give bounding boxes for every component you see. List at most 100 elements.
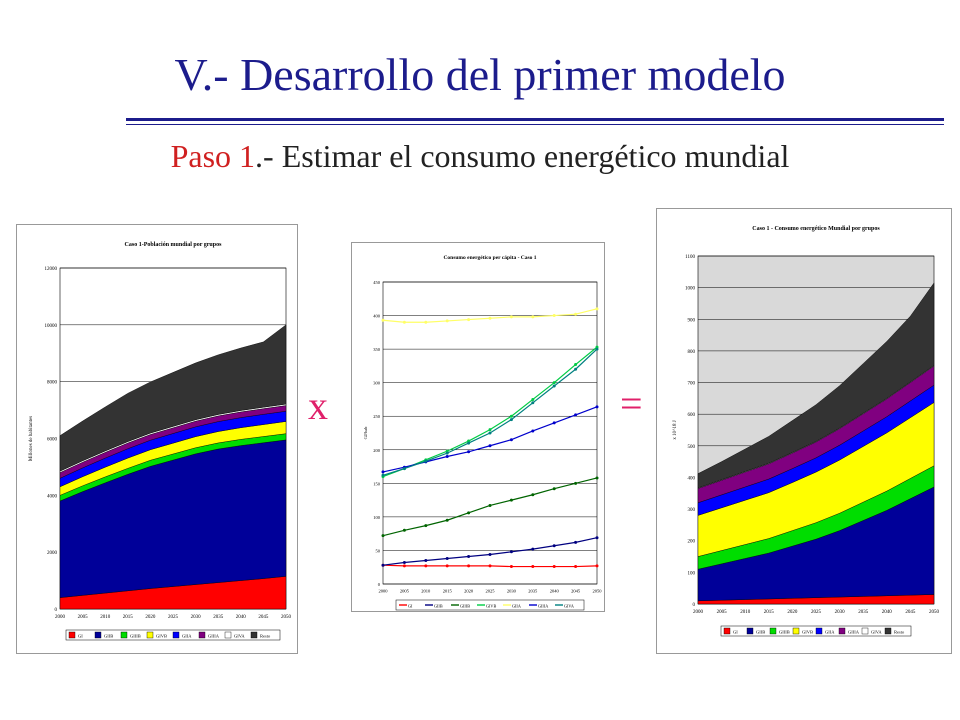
area-resto [697, 282, 935, 489]
point-giiia [595, 405, 599, 409]
y-tick-label: 1100 [685, 255, 695, 260]
point-givb [552, 381, 556, 385]
legend-swatch-givb [792, 627, 800, 635]
x-tick-label: 2030 [835, 610, 846, 615]
x-tick-label: 2015 [764, 610, 775, 615]
y-tick-label: 0 [693, 603, 696, 608]
legend-label-giiia: GIIIA [538, 604, 548, 609]
legend-box [395, 599, 585, 611]
point-giia [424, 320, 428, 324]
chart-title: Caso 1 - Consumo energético Mundial por … [752, 226, 880, 232]
point-giia [402, 320, 406, 324]
world-energy-panel: Caso 1 - Consumo energético Mundial por … [656, 208, 952, 654]
chart-title: Consumo energético per cápita - Caso 1 [443, 255, 536, 261]
point-giib [445, 556, 449, 560]
x-tick-label: 2000 [693, 610, 704, 615]
point-giva [531, 401, 535, 405]
legend-label-giib: GIIB [434, 604, 443, 609]
point-givb [531, 397, 535, 401]
x-tick-label: 2045 [571, 589, 581, 594]
point-giia [509, 315, 513, 319]
point-gi [488, 564, 492, 568]
point-giva [424, 459, 428, 463]
y-axis-label: x 10^18 J [673, 420, 678, 439]
point-giib [402, 561, 406, 565]
y-tick-label: 0 [55, 608, 58, 613]
point-giva [445, 451, 449, 455]
legend-swatch-gi [723, 627, 731, 635]
point-giiia [509, 438, 513, 442]
y-tick-label: 900 [688, 318, 696, 323]
y-tick-label: 8000 [47, 381, 58, 386]
point-giia [467, 318, 471, 322]
point-giva [488, 431, 492, 435]
y-tick-label: 200 [688, 540, 696, 545]
legend-swatch-giva [224, 631, 232, 639]
legend-label-giiia: GIIIA [848, 630, 860, 635]
point-givb [509, 414, 513, 418]
point-giiia [574, 413, 578, 417]
x-tick-label: 2010 [100, 615, 111, 620]
point-giib [509, 550, 513, 554]
multiply-operator: x [308, 383, 328, 428]
point-giva [509, 418, 513, 422]
legend-label-resto: Resto [260, 634, 271, 639]
x-tick-label: 2035 [528, 589, 538, 594]
point-gi [574, 565, 578, 569]
point-giiib [531, 493, 535, 497]
x-tick-label: 2050 [593, 589, 603, 594]
subtitle-step: Paso 1 [170, 138, 256, 174]
legend-label-givb: GIVB [486, 604, 496, 609]
point-giiib [552, 487, 556, 491]
point-giiia [381, 470, 385, 474]
x-tick-label: 2000 [55, 615, 66, 620]
point-giva [595, 347, 599, 351]
legend-swatch-giiia [198, 631, 206, 639]
legend-swatch-giib [746, 627, 754, 635]
legend-label-giia: GIIA [512, 604, 521, 609]
point-giiia [467, 450, 471, 454]
point-giib [531, 547, 535, 551]
point-giiib [574, 481, 578, 485]
legend-swatch-resto [884, 627, 892, 635]
x-tick-label: 2030 [507, 589, 517, 594]
point-giib [595, 536, 599, 540]
x-tick-label: 2020 [787, 610, 798, 615]
title-rule-thin [126, 124, 944, 125]
point-giia [531, 315, 535, 319]
point-giiib [509, 498, 513, 502]
point-giib [467, 554, 471, 558]
x-tick-label: 2025 [486, 589, 496, 594]
point-gi [531, 565, 535, 569]
y-tick-label: 800 [688, 350, 696, 355]
y-tick-label: 150 [373, 481, 381, 486]
y-tick-label: 600 [688, 413, 696, 418]
y-tick-label: 200 [373, 448, 381, 453]
point-giib [552, 544, 556, 548]
point-giva [574, 367, 578, 371]
y-tick-label: 700 [688, 382, 696, 387]
point-giiib [488, 503, 492, 507]
x-tick-label: 2005 [717, 610, 728, 615]
equals-operator: = [620, 381, 643, 426]
y-tick-label: 500 [688, 445, 696, 450]
x-tick-label: 2045 [905, 610, 916, 615]
x-tick-label: 2020 [145, 615, 156, 620]
point-giib [424, 559, 428, 563]
point-giiib [402, 528, 406, 532]
point-giia [381, 318, 385, 322]
point-giva [402, 467, 406, 471]
y-axis-label: Millones de habitantes [29, 416, 34, 461]
legend-label-giva: GIVA [234, 634, 245, 639]
y-tick-label: 10000 [45, 324, 58, 329]
point-giva [381, 473, 385, 477]
legend-swatch-resto [250, 631, 258, 639]
y-tick-label: 2000 [47, 551, 58, 556]
legend-label-giva: GIVA [564, 604, 574, 609]
area-resto [59, 324, 287, 472]
point-gi [402, 564, 406, 568]
x-tick-label: 2005 [78, 615, 89, 620]
y-tick-label: 400 [373, 314, 381, 319]
point-gi [552, 565, 556, 569]
world-energy-chart: Caso 1 - Consumo energético Mundial por … [656, 208, 952, 654]
